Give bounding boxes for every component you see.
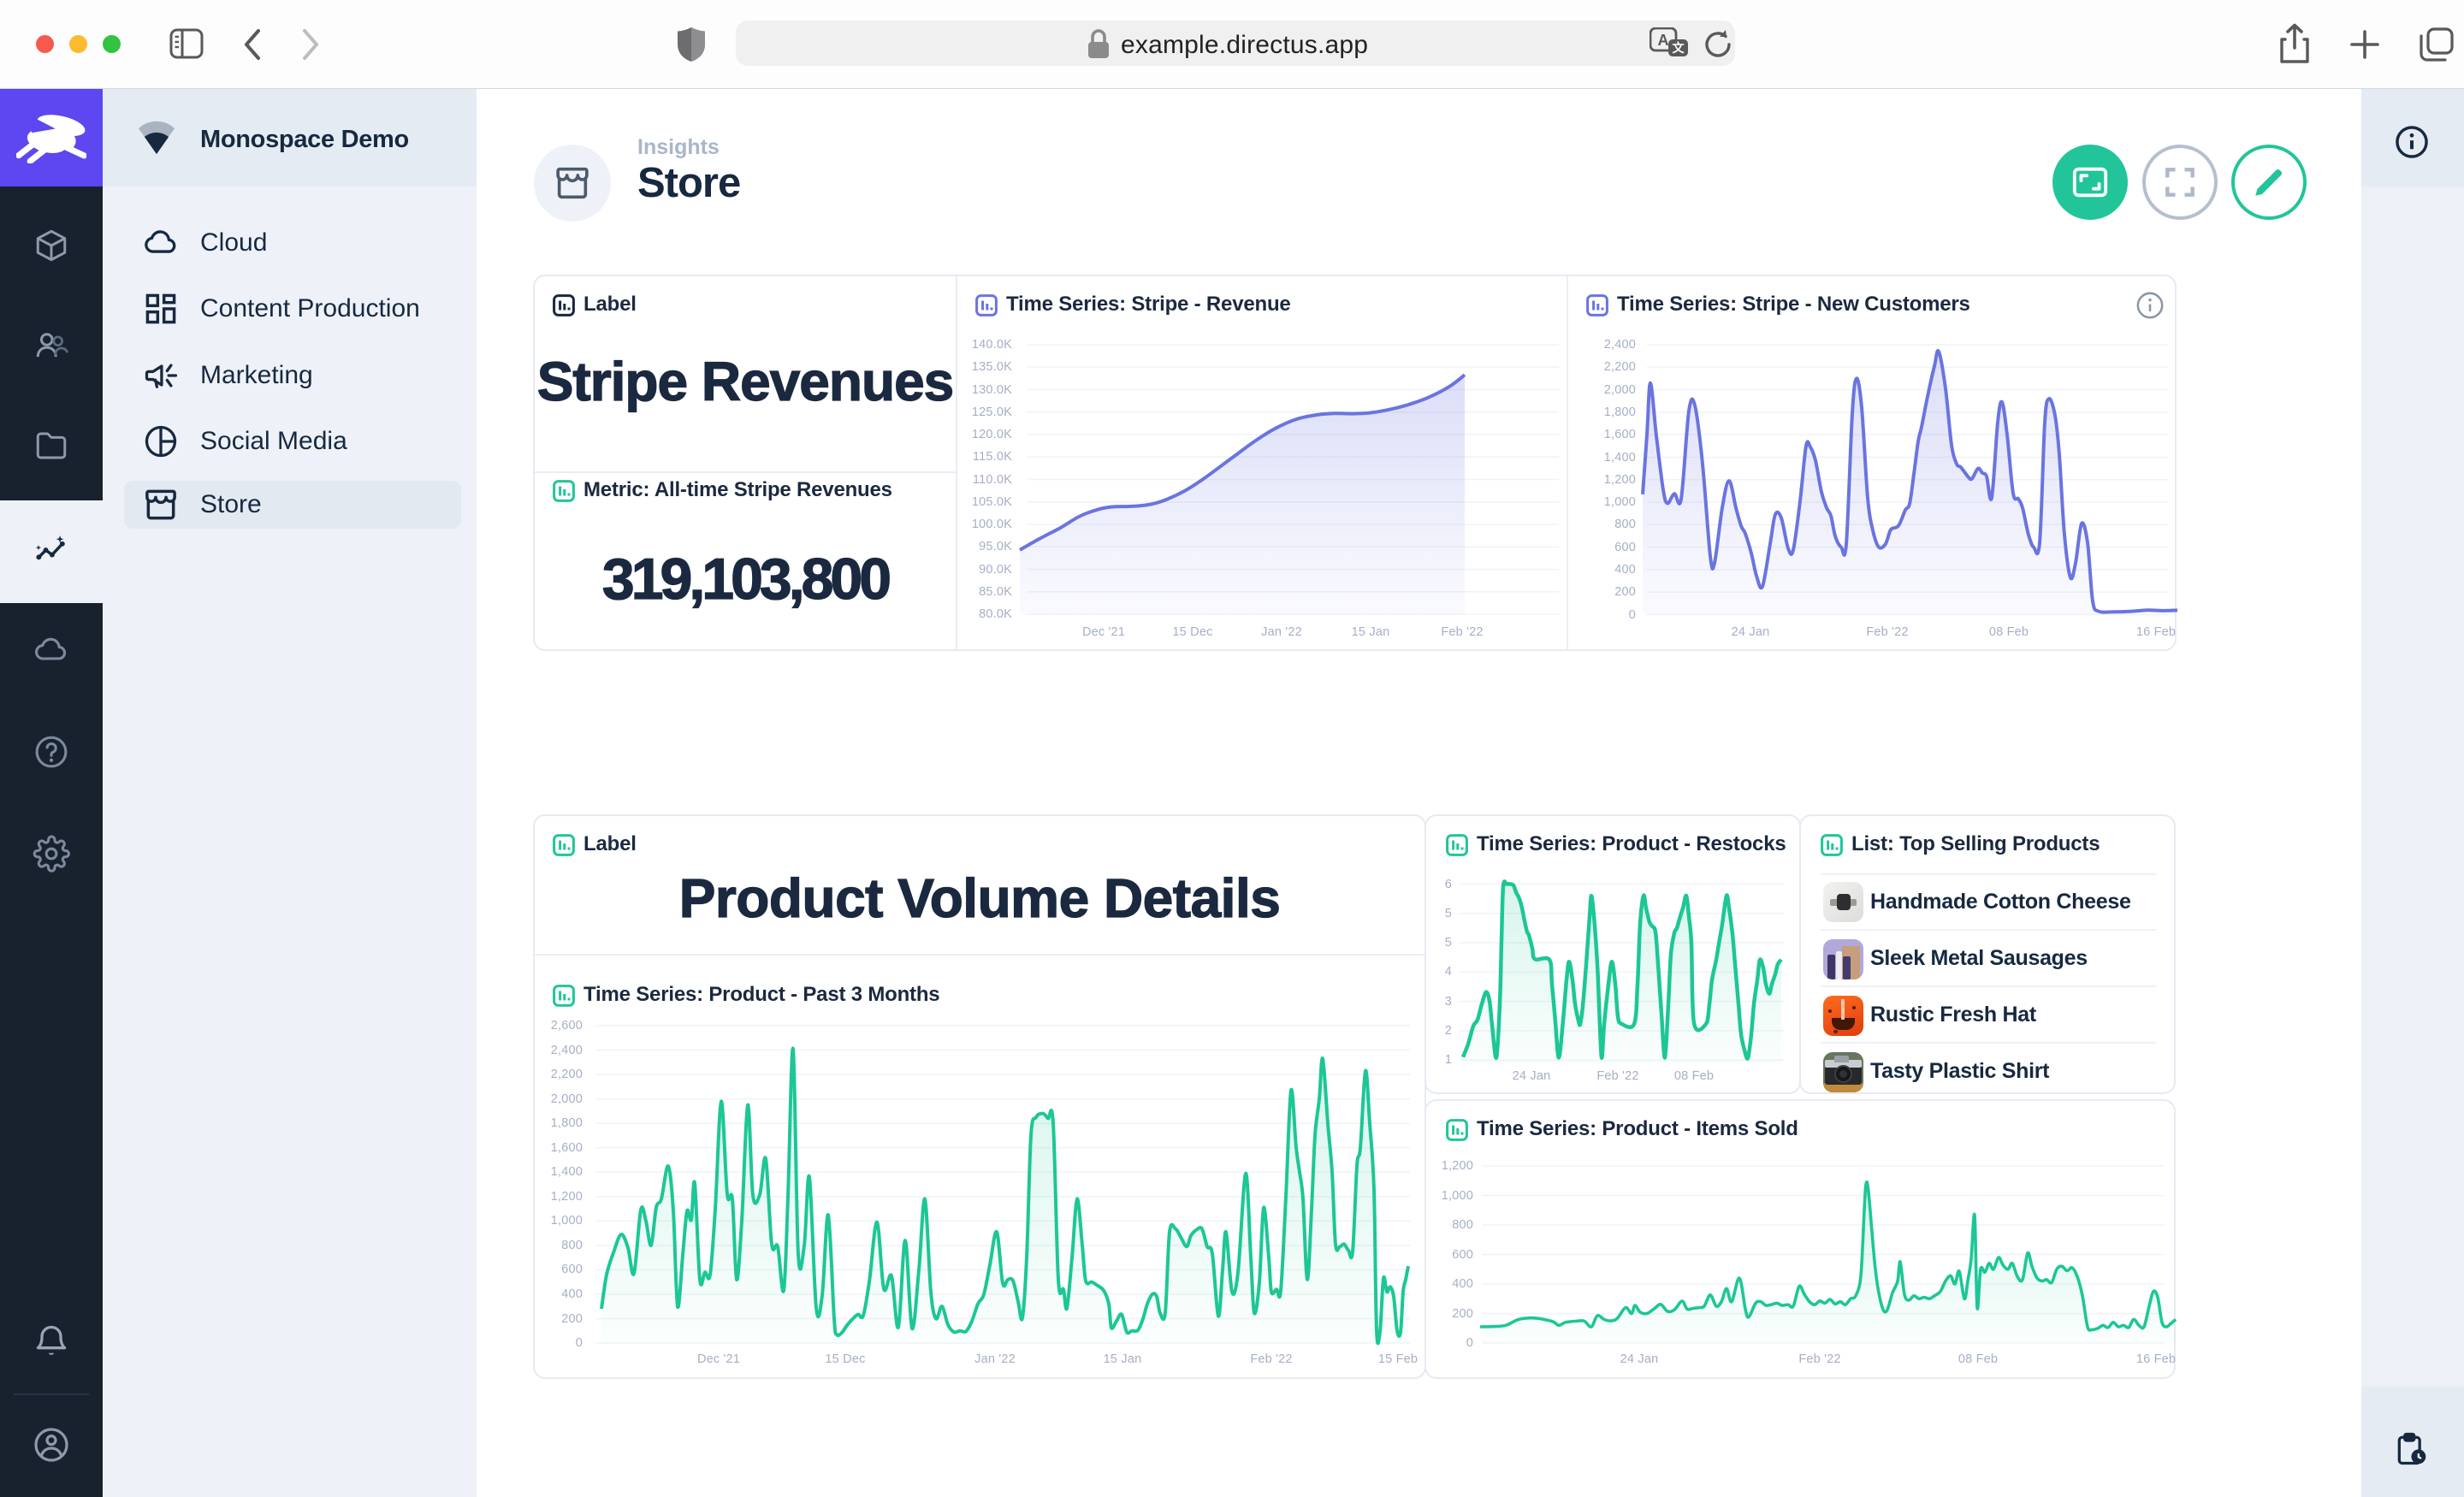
svg-text:A: A [1658, 32, 1669, 49]
svg-text:文: 文 [1673, 41, 1685, 55]
